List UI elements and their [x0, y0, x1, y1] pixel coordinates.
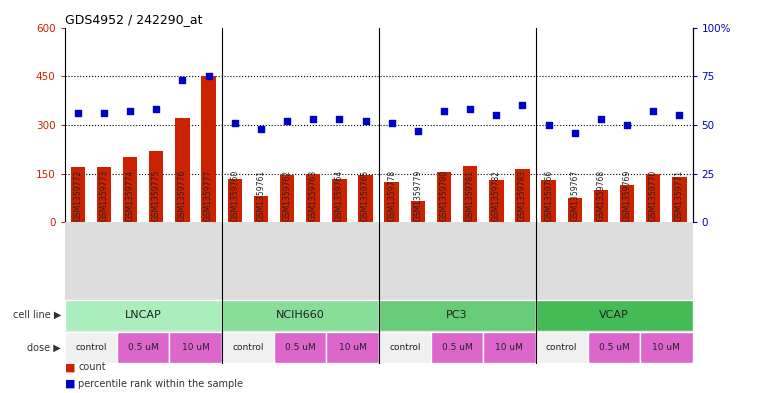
Bar — [568, 198, 582, 222]
Point — [568, 130, 581, 136]
Text: PC3: PC3 — [446, 310, 468, 320]
Point — [517, 102, 529, 108]
Text: cell line ▶: cell line ▶ — [12, 310, 61, 320]
Point — [124, 108, 136, 114]
Point — [333, 116, 345, 122]
Point — [150, 106, 162, 112]
Point — [621, 122, 633, 128]
Bar — [65, 300, 221, 331]
Text: 10 uM: 10 uM — [495, 343, 524, 352]
Bar — [332, 178, 346, 222]
Bar — [221, 332, 274, 363]
Text: 10 uM: 10 uM — [652, 343, 680, 352]
Bar — [431, 332, 483, 363]
Bar — [169, 332, 221, 363]
Text: GDS4952 / 242290_at: GDS4952 / 242290_at — [65, 13, 202, 26]
Bar — [384, 182, 399, 222]
Text: control: control — [232, 343, 263, 352]
Bar — [437, 172, 451, 222]
Text: 0.5 uM: 0.5 uM — [599, 343, 629, 352]
Bar — [306, 174, 320, 222]
Text: count: count — [78, 362, 106, 372]
Text: 10 uM: 10 uM — [182, 343, 209, 352]
Point — [464, 106, 476, 112]
Point — [412, 128, 424, 134]
Bar — [274, 332, 326, 363]
Bar — [672, 177, 686, 222]
Point — [490, 112, 502, 118]
Text: ■: ■ — [65, 379, 75, 389]
Bar — [536, 300, 693, 331]
Bar — [588, 332, 640, 363]
Bar — [536, 332, 588, 363]
Point — [281, 118, 293, 124]
Text: 0.5 uM: 0.5 uM — [285, 343, 316, 352]
Point — [98, 110, 110, 116]
Bar — [280, 175, 295, 222]
Text: control: control — [389, 343, 421, 352]
Bar — [358, 175, 373, 222]
Text: NCIH660: NCIH660 — [275, 310, 324, 320]
Bar — [221, 300, 379, 331]
Bar — [483, 332, 536, 363]
Bar — [326, 332, 379, 363]
Bar — [228, 178, 242, 222]
Point — [177, 77, 189, 83]
Text: percentile rank within the sample: percentile rank within the sample — [78, 379, 244, 389]
Bar — [149, 151, 164, 222]
Bar — [411, 201, 425, 222]
Point — [255, 126, 267, 132]
Point — [673, 112, 686, 118]
Text: ■: ■ — [65, 362, 75, 372]
Text: control: control — [546, 343, 578, 352]
Text: 0.5 uM: 0.5 uM — [128, 343, 158, 352]
Text: dose ▶: dose ▶ — [27, 342, 61, 353]
Bar — [378, 332, 431, 363]
Bar — [646, 174, 661, 222]
Point — [647, 108, 659, 114]
Text: 0.5 uM: 0.5 uM — [441, 343, 473, 352]
Bar — [541, 180, 556, 222]
Bar — [71, 167, 85, 222]
Point — [202, 73, 215, 79]
Bar — [97, 167, 111, 222]
Text: LNCAP: LNCAP — [125, 310, 161, 320]
Text: control: control — [75, 343, 107, 352]
Point — [543, 122, 555, 128]
Bar — [594, 190, 608, 222]
Bar — [202, 76, 216, 222]
Point — [438, 108, 450, 114]
Point — [307, 116, 320, 122]
Bar — [175, 118, 189, 222]
Bar — [117, 332, 170, 363]
Point — [595, 116, 607, 122]
Text: VCAP: VCAP — [599, 310, 629, 320]
Bar — [123, 158, 137, 222]
Bar — [253, 196, 268, 222]
Point — [72, 110, 84, 116]
Point — [386, 120, 398, 126]
Text: 10 uM: 10 uM — [339, 343, 366, 352]
Bar — [515, 169, 530, 222]
Bar — [65, 332, 117, 363]
Bar — [640, 332, 693, 363]
Bar — [489, 180, 504, 222]
Bar — [620, 185, 635, 222]
Point — [228, 120, 240, 126]
Bar — [463, 165, 477, 222]
Bar — [378, 300, 536, 331]
Point — [359, 118, 371, 124]
